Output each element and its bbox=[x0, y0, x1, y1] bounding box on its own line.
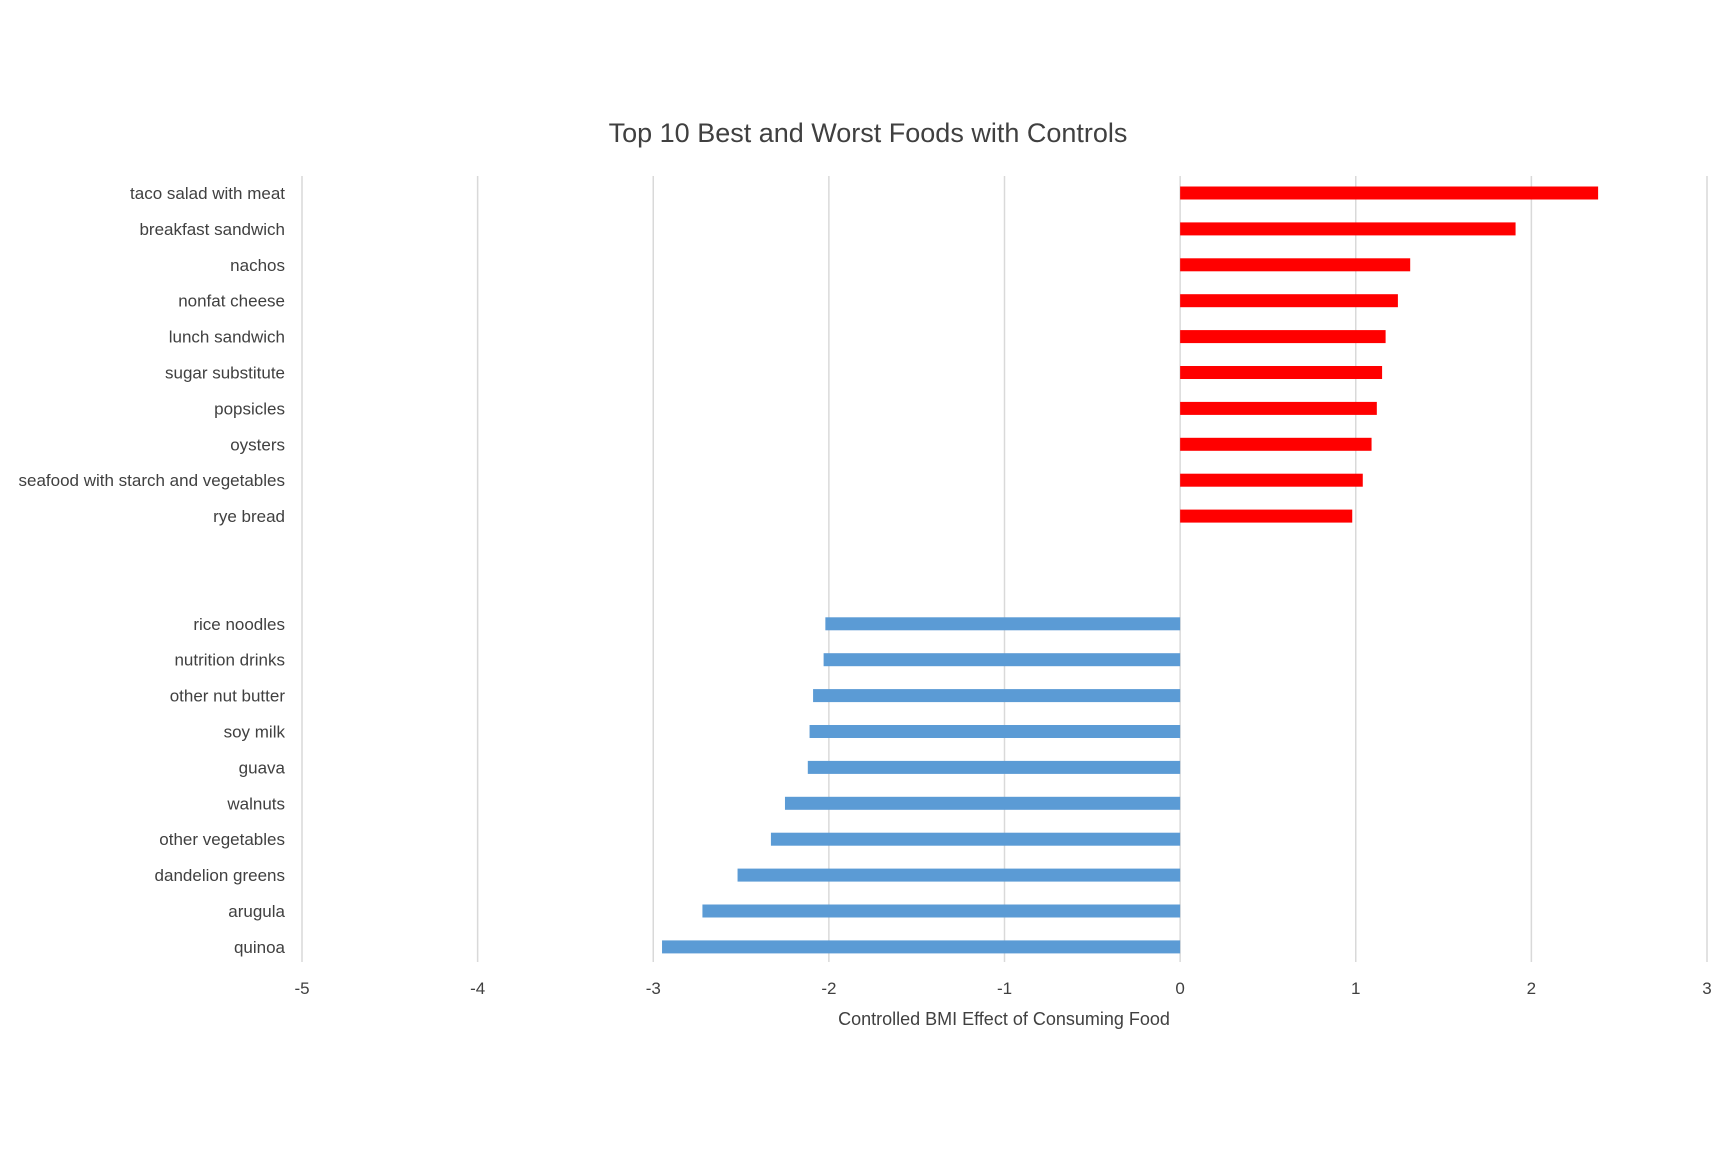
bar bbox=[737, 868, 1181, 882]
category-label: other vegetables bbox=[159, 830, 285, 849]
bar bbox=[702, 904, 1181, 918]
category-label: taco salad with meat bbox=[130, 184, 285, 203]
x-tick-labels: -5 -4 -3 -2 -1 0 1 2 3 bbox=[294, 979, 1711, 998]
category-label: seafood with starch and vegetables bbox=[18, 471, 285, 490]
x-axis-title: Controlled BMI Effect of Consuming Food bbox=[838, 1009, 1170, 1029]
bar bbox=[1180, 509, 1353, 523]
category-label: walnuts bbox=[226, 794, 285, 813]
x-tick-label: -3 bbox=[646, 979, 661, 998]
category-labels: taco salad with meat breakfast sandwich na… bbox=[18, 184, 285, 957]
category-label: breakfast sandwich bbox=[139, 220, 285, 239]
category-label: nonfat cheese bbox=[178, 292, 285, 311]
category-label: arugula bbox=[228, 902, 285, 921]
chart-title: Top 10 Best and Worst Foods with Control… bbox=[609, 118, 1128, 148]
x-tick-label: -5 bbox=[294, 979, 309, 998]
category-label: guava bbox=[239, 758, 286, 777]
category-label: nutrition drinks bbox=[174, 651, 285, 670]
x-tick-label: 0 bbox=[1175, 979, 1184, 998]
bar bbox=[1180, 222, 1516, 236]
category-label: dandelion greens bbox=[155, 866, 285, 885]
category-label: sugar substitute bbox=[165, 364, 285, 383]
bar bbox=[1180, 186, 1599, 200]
x-tick-label: -1 bbox=[997, 979, 1012, 998]
bar bbox=[770, 832, 1181, 846]
bar bbox=[1180, 258, 1411, 272]
x-tick-label: 3 bbox=[1702, 979, 1711, 998]
x-tick-label: 2 bbox=[1527, 979, 1536, 998]
x-tick-label: -4 bbox=[470, 979, 485, 998]
bar bbox=[1180, 473, 1363, 487]
bar bbox=[807, 760, 1181, 774]
x-tick-label: -2 bbox=[821, 979, 836, 998]
category-label: rye bread bbox=[213, 507, 285, 526]
category-label: other nut butter bbox=[170, 687, 286, 706]
category-label: popsicles bbox=[214, 399, 285, 418]
category-label: oysters bbox=[230, 435, 285, 454]
bar bbox=[1180, 366, 1383, 379]
category-label: rice noodles bbox=[193, 615, 285, 634]
bar bbox=[1180, 401, 1377, 415]
bar bbox=[662, 940, 1181, 954]
bar bbox=[825, 617, 1181, 631]
category-label: lunch sandwich bbox=[169, 328, 285, 347]
bar bbox=[813, 689, 1181, 703]
category-label: nachos bbox=[230, 256, 285, 275]
x-tick-label: 1 bbox=[1351, 979, 1360, 998]
bar bbox=[1180, 437, 1372, 451]
bar bbox=[1180, 294, 1398, 308]
bar bbox=[1180, 330, 1386, 344]
category-label: quinoa bbox=[234, 938, 286, 957]
bar bbox=[823, 653, 1181, 667]
bar bbox=[809, 725, 1181, 738]
category-label: soy milk bbox=[224, 723, 286, 742]
bar bbox=[784, 796, 1181, 810]
bars bbox=[662, 186, 1599, 954]
